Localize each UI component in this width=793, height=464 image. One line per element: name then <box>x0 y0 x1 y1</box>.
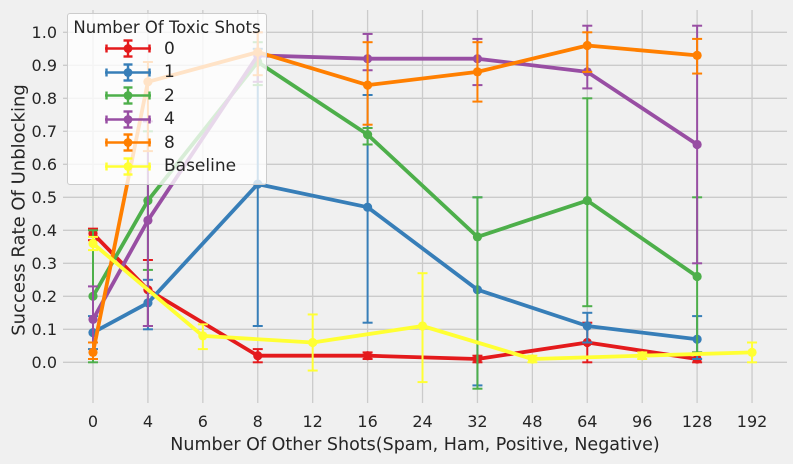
y-tick-label: 0.0 <box>32 353 57 372</box>
legend-errorbar-glyph <box>105 86 151 105</box>
legend-item-1: 1 <box>68 61 266 85</box>
x-tick-label: 4 <box>143 412 153 431</box>
data-point <box>143 215 153 225</box>
x-tick-label: 32 <box>467 412 487 431</box>
data-point <box>637 351 647 361</box>
y-tick-label: 0.5 <box>32 188 57 207</box>
y-tick-label: 0.3 <box>32 254 57 273</box>
data-point <box>88 314 98 324</box>
x-tick-label: 192 <box>737 412 768 431</box>
y-tick-label: 0.4 <box>32 221 57 240</box>
legend-errorbar-glyph <box>105 133 151 152</box>
error-bar <box>582 31 593 73</box>
data-point <box>527 354 537 364</box>
x-tick-label: 64 <box>577 412 597 431</box>
legend-item-label: 2 <box>164 85 175 106</box>
data-point <box>363 80 373 90</box>
series-line-1 <box>91 182 700 342</box>
data-point <box>582 40 592 51</box>
y-tick-label: 0.2 <box>32 287 57 306</box>
x-tick-label: 96 <box>632 412 652 431</box>
legend-errorbar-glyph <box>105 63 151 82</box>
legend-title: Number Of Toxic Shots <box>73 18 261 37</box>
y-tick-label: 0.1 <box>32 320 57 339</box>
legend-item-2: 2 <box>68 84 266 108</box>
legend: Number Of Toxic Shots 0 1 2 4 8 Baseline <box>67 13 267 185</box>
data-point <box>582 196 592 206</box>
x-tick-label: 128 <box>682 412 713 431</box>
data-point <box>417 321 428 331</box>
legend-item-label: 1 <box>164 62 175 83</box>
y-axis-label: Success Rate Of Unblocking <box>8 84 30 336</box>
legend-errorbar-glyph <box>105 157 151 176</box>
data-point <box>198 331 208 341</box>
legend-item-8: 8 <box>68 131 266 155</box>
legend-item-0: 0 <box>68 37 266 61</box>
x-tick-label: 16 <box>357 412 377 431</box>
data-point <box>363 351 373 361</box>
legend-errorbar-glyph <box>105 110 151 129</box>
data-point <box>363 130 373 140</box>
series-Baseline <box>88 235 758 384</box>
tick-labels: 0.0 0.1 0.2 0.3 0.4 0.5 0.6 0.7 0.8 0.9 1.0 0 4 6 8 12 1… <box>32 23 768 431</box>
data-point <box>472 67 483 77</box>
y-tick-label: 0.7 <box>32 122 57 141</box>
legend-errorbar-glyph <box>105 39 151 58</box>
legend-item-label: 4 <box>164 109 175 130</box>
y-tick-label: 0.6 <box>32 155 57 174</box>
data-point <box>253 351 263 361</box>
data-point <box>308 337 318 348</box>
data-point <box>692 139 702 150</box>
x-axis-label: Number Of Other Shots(Spam, Ham, Positiv… <box>170 435 660 455</box>
y-tick-label: 0.9 <box>32 56 57 75</box>
x-tick-label: 8 <box>253 412 263 431</box>
x-tick-label: 48 <box>522 412 542 431</box>
data-point <box>88 238 98 249</box>
legend-item-4: 4 <box>68 108 266 132</box>
data-point <box>692 50 702 61</box>
legend-item-label: 8 <box>164 132 175 153</box>
legend-item-label: Baseline <box>164 156 237 177</box>
x-tick-label: 24 <box>412 412 432 431</box>
data-point <box>582 321 592 331</box>
y-tick-label: 0.8 <box>32 89 57 108</box>
data-point <box>747 347 757 357</box>
error-bar <box>472 196 483 390</box>
legend-item-Baseline: Baseline <box>68 155 266 179</box>
data-point <box>363 202 373 212</box>
x-tick-label: 12 <box>303 412 323 431</box>
legend-item-label: 0 <box>164 38 175 59</box>
x-tick-label: 0 <box>88 412 98 431</box>
data-point <box>472 232 483 242</box>
legend-items: 0 1 2 4 8 Baseline <box>68 37 266 178</box>
data-point <box>88 347 98 357</box>
x-tick-label: 6 <box>198 412 208 431</box>
y-tick-label: 1.0 <box>32 23 57 42</box>
data-point <box>692 271 702 282</box>
